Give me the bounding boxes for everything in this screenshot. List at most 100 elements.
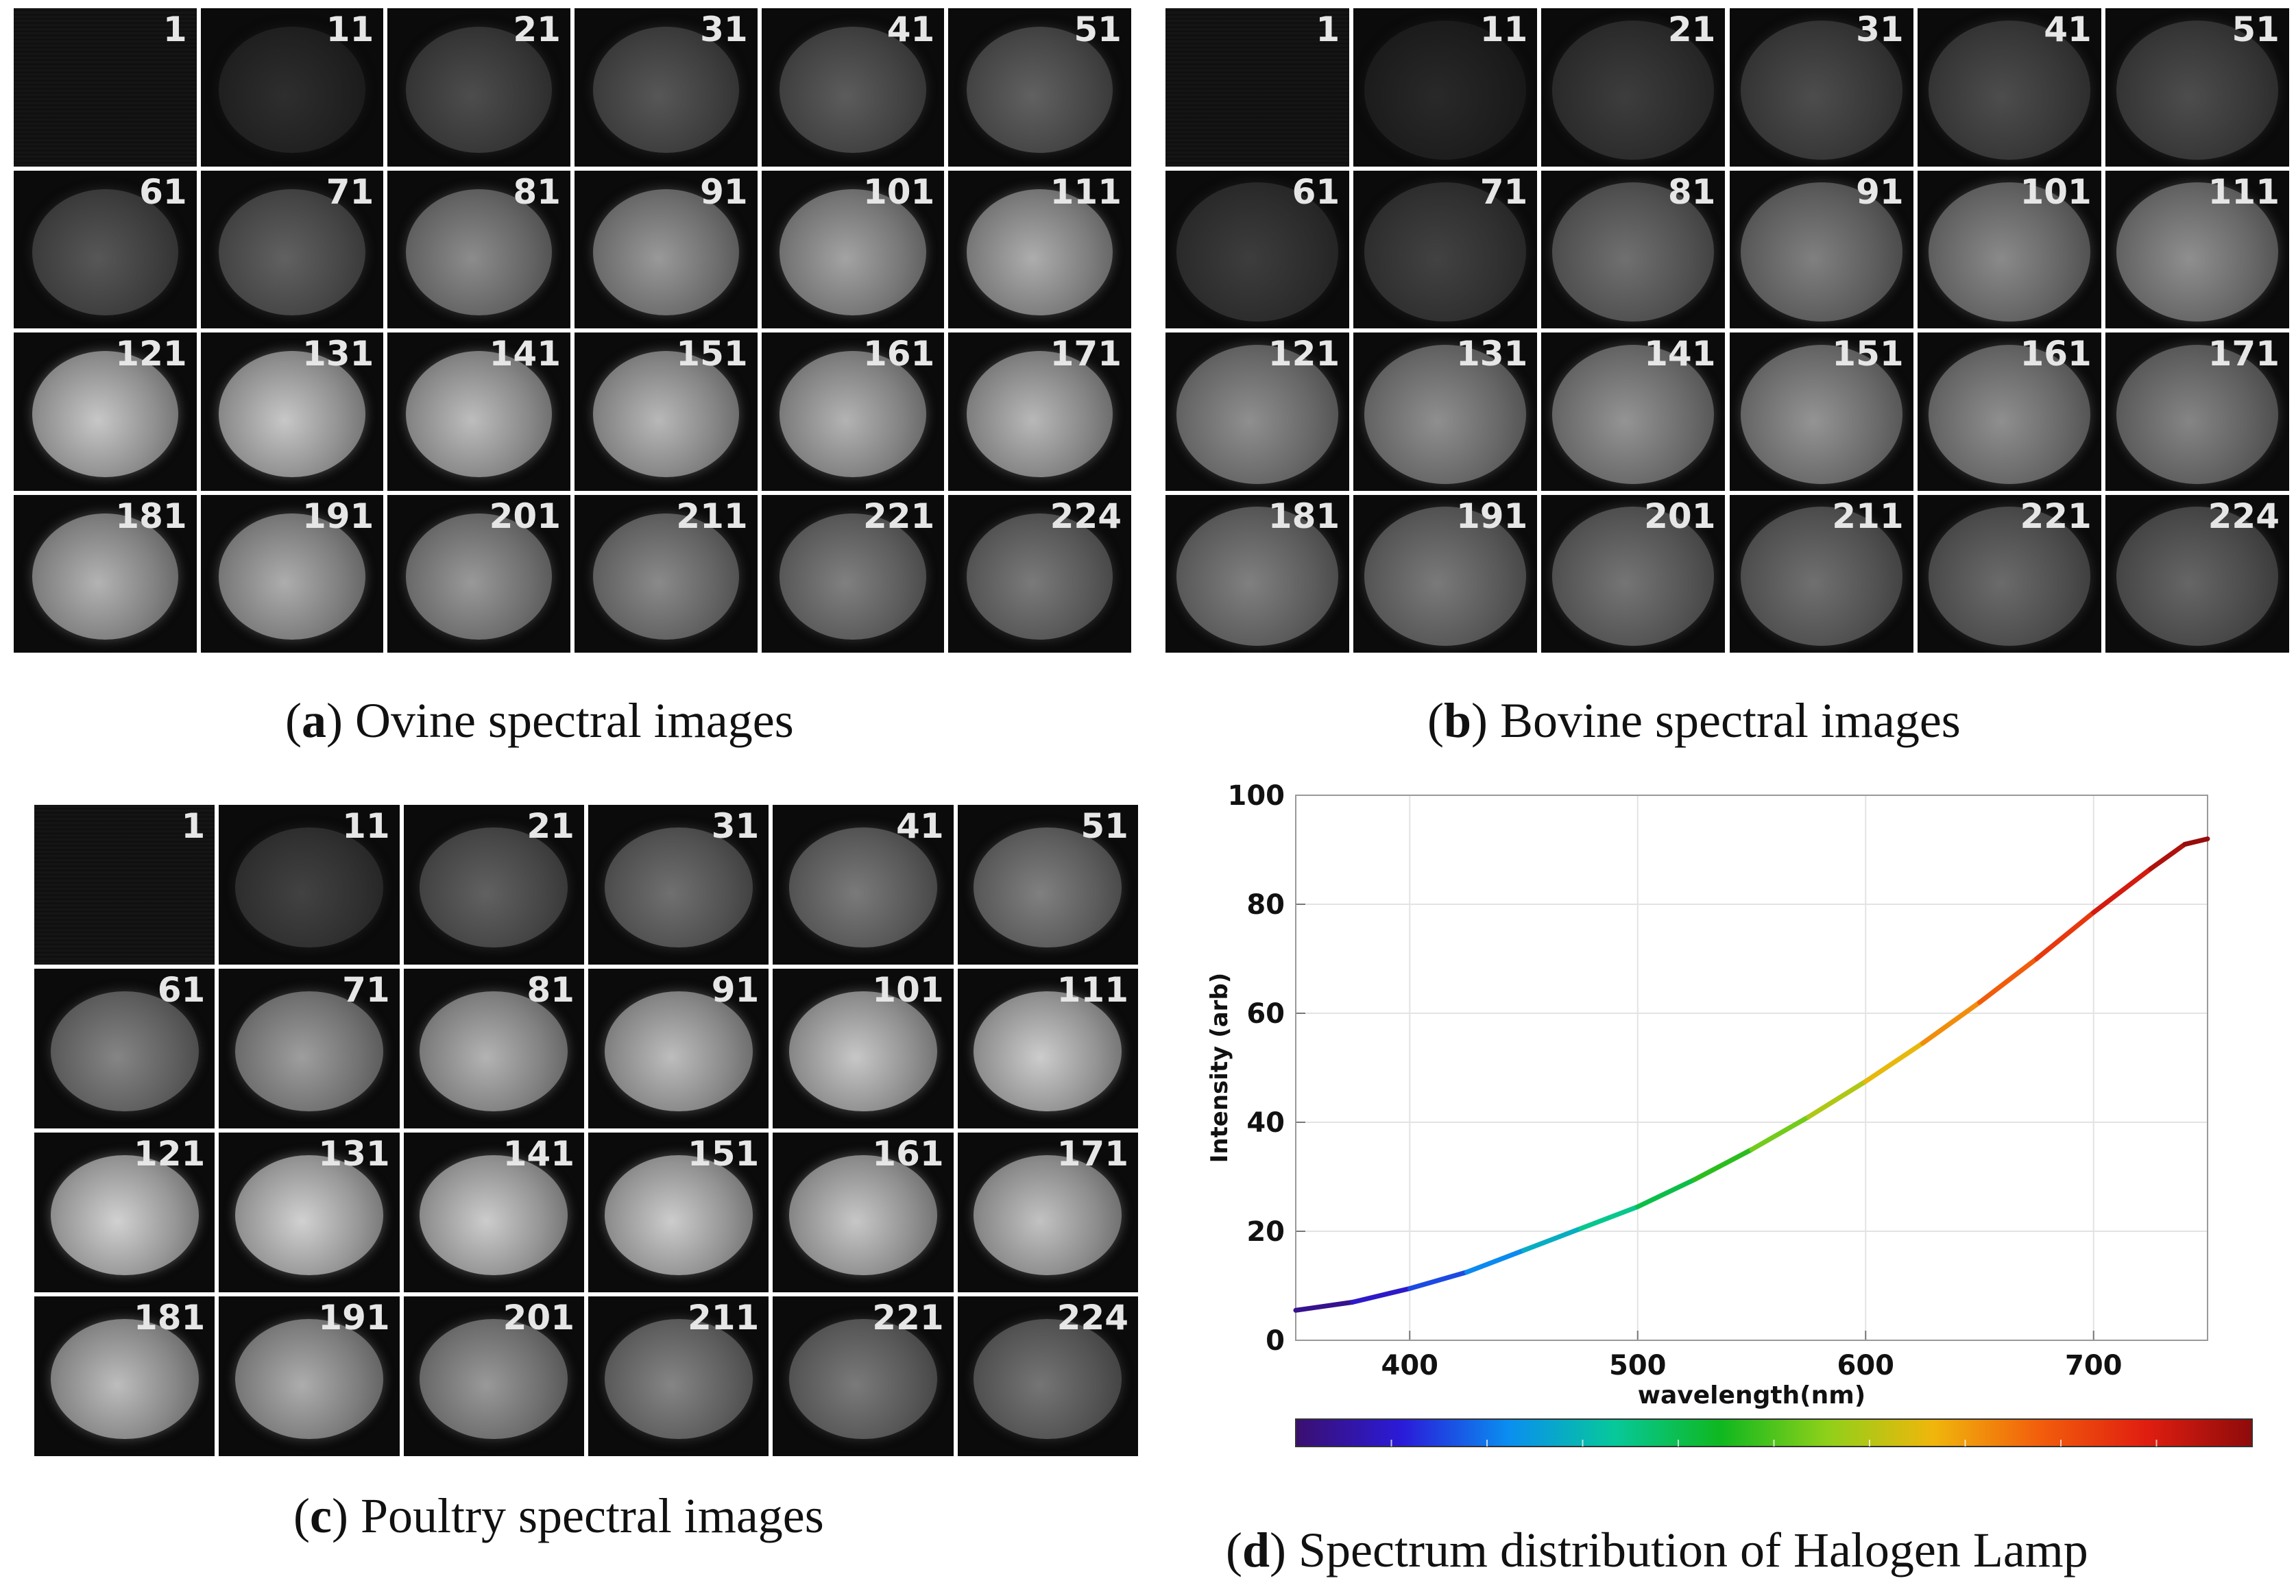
sample-disc bbox=[1552, 20, 1715, 160]
band-number-label: 81 bbox=[513, 171, 561, 212]
spectrum-line-segment bbox=[1578, 1204, 1641, 1231]
band-number-label: 224 bbox=[1050, 496, 1122, 536]
spectral-band-tile: 141 bbox=[387, 332, 570, 491]
panel-c: 1 11 21 31 41 51 61 71 81 91 101 111 121 131 141 151 161… bbox=[0, 795, 1179, 1556]
colorbar-ticks bbox=[1390, 1440, 2158, 1447]
sample-disc bbox=[780, 351, 926, 478]
band-number-label: 81 bbox=[527, 970, 575, 1010]
band-number-label: 61 bbox=[1292, 171, 1340, 212]
sample-disc bbox=[1928, 344, 2090, 484]
spectral-band-tile: 151 bbox=[588, 1133, 769, 1292]
band-number-label: 201 bbox=[489, 496, 561, 536]
spectral-band-tile: 91 bbox=[1729, 170, 1913, 328]
band-number-label: 11 bbox=[326, 10, 374, 49]
sample-disc bbox=[974, 1318, 1122, 1440]
band-number-label: 51 bbox=[2232, 10, 2280, 49]
band-number-label: 171 bbox=[1056, 1134, 1128, 1174]
sample-disc bbox=[966, 513, 1113, 640]
spectral-band-tile: 221 bbox=[761, 494, 945, 653]
band-number-label: 91 bbox=[1856, 171, 1904, 212]
sample-disc bbox=[780, 189, 926, 315]
sample-disc bbox=[974, 991, 1122, 1112]
x-axis-ticks: 400 500 600 700 bbox=[1381, 1350, 2123, 1381]
spectral-band-tile: 191 bbox=[219, 1296, 400, 1456]
x-tick-label: 500 bbox=[1609, 1350, 1667, 1381]
spectral-band-tile: 101 bbox=[1917, 170, 2101, 328]
spectrum-line-segment bbox=[2148, 842, 2188, 871]
sample-disc bbox=[604, 1154, 753, 1276]
spectrum-line-segment bbox=[2091, 866, 2153, 915]
spectral-band-tile: 131 bbox=[219, 1133, 400, 1292]
spectral-band-tile: 141 bbox=[403, 1133, 584, 1292]
y-tick-label: 60 bbox=[1246, 998, 1285, 1030]
band-number-label: 111 bbox=[1056, 970, 1128, 1010]
band-number-label: 41 bbox=[896, 806, 944, 846]
spectral-band-tile: 51 bbox=[2105, 8, 2289, 167]
sample-disc bbox=[604, 1318, 753, 1440]
sample-disc bbox=[2116, 507, 2278, 646]
band-number-label: 11 bbox=[342, 806, 390, 846]
spectral-band-tile: 211 bbox=[1729, 494, 1913, 653]
sample-disc bbox=[966, 189, 1113, 315]
sample-disc bbox=[1740, 344, 1902, 484]
sample-disc bbox=[405, 351, 553, 478]
sample-disc bbox=[235, 827, 383, 948]
sample-disc bbox=[235, 1154, 383, 1276]
spectral-band-tile: 224 bbox=[2105, 494, 2289, 653]
spectral-band-tile: 101 bbox=[761, 170, 945, 328]
spectral-band-tile: 201 bbox=[403, 1296, 584, 1456]
sample-disc bbox=[1928, 182, 2090, 322]
spectrum-line-segment bbox=[1350, 1285, 1412, 1305]
spectral-band-tile: 191 bbox=[1353, 494, 1538, 653]
panel-b: 1 11 21 31 41 51 61 71 81 91 101 111 121 131 141 151 161… bbox=[1159, 0, 2296, 761]
band-number-label: 211 bbox=[687, 1298, 760, 1338]
sample-disc bbox=[32, 513, 178, 640]
caption-d: (d) Spectrum distribution of Halogen Lam… bbox=[1226, 1523, 2088, 1577]
spectral-band-tile: 131 bbox=[200, 332, 384, 491]
sample-disc bbox=[420, 991, 568, 1112]
sample-disc bbox=[974, 1154, 1122, 1276]
band-number-label: 151 bbox=[1832, 334, 1904, 374]
panel-d: 400 500 600 700 0 20 40 60 80 100 wavelength(nm)… bbox=[1179, 768, 2296, 1591]
spectral-band-tile: 221 bbox=[773, 1296, 954, 1456]
band-number-label: 11 bbox=[1479, 10, 1528, 49]
spectral-band-tile: 81 bbox=[403, 969, 584, 1128]
band-number-label: 1 bbox=[181, 806, 206, 846]
band-number-label: 91 bbox=[711, 970, 760, 1010]
sample-disc bbox=[592, 27, 739, 154]
band-number-label: 171 bbox=[1050, 334, 1122, 374]
sample-disc bbox=[592, 189, 739, 315]
sample-disc bbox=[966, 27, 1113, 154]
sample-disc bbox=[235, 991, 383, 1112]
spectral-band-tile: 81 bbox=[387, 170, 570, 328]
band-number-label: 51 bbox=[1080, 806, 1128, 846]
chart-gridlines bbox=[1296, 795, 2208, 1341]
sample-disc bbox=[420, 1154, 568, 1276]
y-axis-ticks: 0 20 40 60 80 100 bbox=[1228, 780, 1285, 1357]
band-number-label: 161 bbox=[872, 1134, 944, 1174]
sample-disc bbox=[32, 351, 178, 478]
band-number-label: 21 bbox=[1667, 10, 1716, 49]
spectrum-line-segment bbox=[1692, 1147, 1754, 1182]
spectral-band-tile: 31 bbox=[575, 8, 758, 167]
band-number-label: 21 bbox=[527, 806, 575, 846]
y-tick-label: 20 bbox=[1246, 1216, 1285, 1248]
band-number-label: 141 bbox=[1644, 334, 1716, 374]
sample-disc bbox=[50, 1154, 199, 1276]
sample-disc bbox=[1364, 507, 1527, 646]
band-number-label: 201 bbox=[1644, 496, 1716, 536]
spectral-band-tile: 71 bbox=[200, 170, 384, 328]
spectrum-line-segment bbox=[1407, 1270, 1469, 1291]
spectral-band-tile: 191 bbox=[200, 494, 384, 653]
spectral-band-tile: 11 bbox=[200, 8, 384, 167]
sample-disc bbox=[1176, 182, 1339, 322]
sample-disc bbox=[219, 189, 365, 315]
sample-disc bbox=[2116, 20, 2278, 160]
spectral-band-tile: 181 bbox=[14, 494, 197, 653]
band-number-label: 41 bbox=[886, 10, 935, 49]
spectrum-line-segment bbox=[1806, 1078, 1868, 1120]
band-number-label: 121 bbox=[133, 1134, 206, 1174]
sample-disc bbox=[32, 189, 178, 315]
band-number-label: 141 bbox=[503, 1134, 575, 1174]
sample-disc bbox=[592, 351, 739, 478]
